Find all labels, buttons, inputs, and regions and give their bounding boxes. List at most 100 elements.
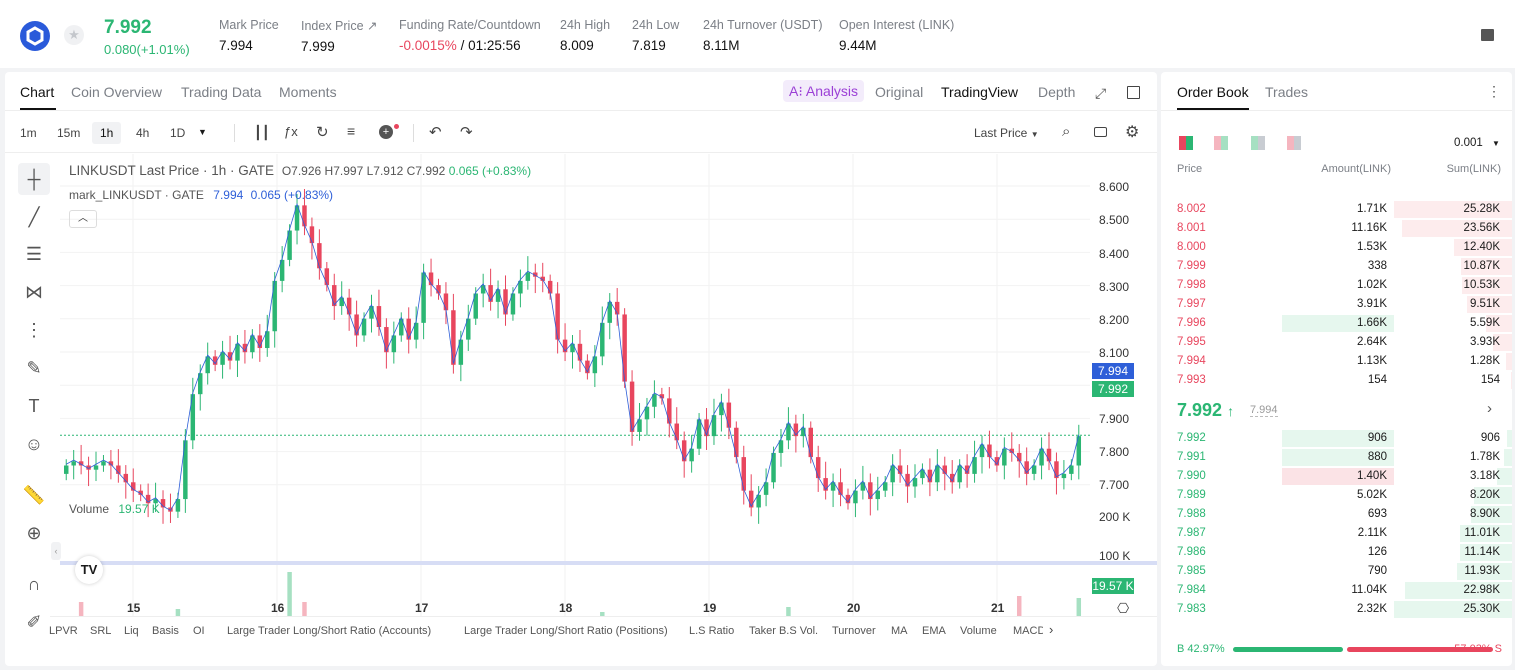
indicator-lpvr[interactable]: LPVR [49,625,78,637]
bid-row[interactable]: 7.984 11.04K 22.98K [1161,581,1512,600]
indicator-srl[interactable]: SRL [90,625,112,637]
bid-row[interactable]: 7.989 5.02K 8.20K [1161,486,1512,505]
price-type-select[interactable]: Last Price ▼ [974,126,1039,140]
pencil-lock-icon[interactable]: ✐ [26,612,42,632]
indicator-ema[interactable]: EMA [922,625,946,637]
indicator-ma[interactable]: MA [891,625,908,637]
indicator-macd[interactable]: MACD [1013,625,1043,637]
expand-icon[interactable]: ⤢ [1095,85,1107,101]
indicator-turnover[interactable]: Turnover [832,625,876,637]
pattern-icon[interactable]: ⋈ [25,282,43,302]
search-icon[interactable]: ⌕ [1062,123,1071,140]
tab-coin-overview[interactable]: Coin Overview [71,84,163,100]
indicator-ls-accounts[interactable]: Large Trader Long/Short Ratio (Accounts) [227,625,432,637]
view-bids-icon[interactable] [1251,136,1265,150]
interval-1h[interactable]: 1h [92,122,122,144]
ask-row[interactable]: 8.002 1.71K 25.28K [1161,200,1512,219]
ruler-icon[interactable]: 📏 [22,485,46,505]
ask-row[interactable]: 7.999 338 10.87K [1161,257,1512,276]
axis-settings-icon[interactable]: ⎔ [1117,600,1130,616]
tab-tradingview[interactable]: TradingView [941,84,1019,100]
ask-row[interactable]: 7.998 1.02K 10.53K [1161,276,1512,295]
view-both-icon[interactable] [1179,136,1193,150]
scroll-right-icon[interactable]: › [1049,622,1054,637]
bid-row[interactable]: 7.988 693 8.90K [1161,505,1512,524]
mark-price-tag: 7.994 [1092,363,1134,379]
redo-icon[interactable]: ↷ [460,124,473,141]
indicators-icon[interactable]: ƒx [284,124,298,139]
camera-icon[interactable] [1094,127,1107,137]
indicator-volume[interactable]: Volume [960,625,997,637]
candle-type-icon[interactable]: ┃┃ [254,125,270,140]
settings-gear-icon[interactable]: ⚙ [1125,124,1140,141]
indicator-oi[interactable]: OI [193,625,205,637]
magnet-icon[interactable]: ∩ [27,574,41,594]
window-icon[interactable] [1127,86,1140,99]
document-icon[interactable] [1481,29,1494,41]
candle-body [644,406,650,420]
emoji-icon[interactable]: ☺ [24,434,44,454]
interval-1m[interactable]: 1m [20,126,37,140]
indicator-basis[interactable]: Basis [152,625,179,637]
interval-4h[interactable]: 4h [136,126,150,140]
ask-row[interactable]: 7.993 154 154 [1161,371,1512,390]
fib-retracement-icon[interactable]: ⋮ [25,320,43,340]
sum-cell: 3.18K [1469,470,1500,482]
zoom-in-icon[interactable]: ⊕ [26,523,42,543]
candle-body [570,343,575,353]
tab-original[interactable]: Original [875,84,924,100]
text-tool-icon[interactable]: T [28,396,40,416]
amount-cell: 11.04K [1351,584,1387,596]
view-asks-icon[interactable] [1214,136,1228,150]
tab-trading-data[interactable]: Trading Data [181,84,262,100]
amount-cell: 2.32K [1356,603,1387,615]
indicator-taker-vol[interactable]: Taker B.S Vol. [749,625,819,637]
bid-row[interactable]: 7.991 880 1.78K [1161,448,1512,467]
view-asks-only-icon[interactable] [1287,136,1301,150]
indicator-ls-ratio[interactable]: L.S Ratio [689,625,735,637]
bid-row[interactable]: 7.987 2.11K 11.01K [1161,524,1512,543]
interval-1d[interactable]: 1D [170,126,186,140]
candle-body [897,465,903,474]
indicator-liq[interactable]: Liq [124,625,139,637]
ask-row[interactable]: 8.000 1.53K 12.40K [1161,238,1512,257]
tab-depth[interactable]: Depth [1038,84,1076,100]
more-options-icon[interactable]: ⋮ [1487,83,1501,99]
layout-list-icon[interactable]: ≡ [347,123,356,139]
ask-row[interactable]: 7.997 3.91K 9.51K [1161,295,1512,314]
ask-row[interactable]: 7.994 1.13K 1.28K [1161,352,1512,371]
bid-row[interactable]: 7.990 1.40K 3.18K [1161,467,1512,486]
horizontal-lines-icon[interactable]: ☰ [25,244,43,264]
bid-row[interactable]: 7.986 126 11.14K [1161,543,1512,562]
crosshair-icon[interactable]: ┼ [18,163,50,195]
favorite-star-icon[interactable]: ★ [64,25,84,45]
add-indicator-icon[interactable]: + [379,125,393,139]
chevron-right-icon[interactable]: › [1487,400,1492,417]
price-chart[interactable] [60,154,1157,616]
depth-bar [1474,487,1512,504]
tab-trades[interactable]: Trades [1265,84,1309,100]
precision-select[interactable]: 0.001 ▼ [1454,137,1500,149]
bid-row[interactable]: 7.992 906 906 [1161,429,1512,448]
bid-row[interactable]: 7.985 790 11.93K [1161,562,1512,581]
undo-icon[interactable]: ↶ [429,124,442,141]
collapse-toolbar-icon[interactable]: ‹ [51,542,61,560]
indicator-ls-positions[interactable]: Large Trader Long/Short Ratio (Positions… [464,625,668,637]
ask-row[interactable]: 8.001 11.16K 23.56K [1161,219,1512,238]
tab-order-book[interactable]: Order Book [1177,84,1249,100]
trend-line-icon[interactable]: ╱ [28,207,40,227]
ask-row[interactable]: 7.996 1.66K 5.59K [1161,314,1512,333]
candle-body [734,427,739,458]
bid-row[interactable]: 7.983 2.32K 25.30K [1161,600,1512,619]
tab-chart[interactable]: Chart [20,84,55,100]
interval-15m[interactable]: 15m [57,126,81,140]
tab-moments[interactable]: Moments [279,84,337,100]
interval-dropdown-icon[interactable]: ▼ [198,127,207,137]
collapse-legend-button[interactable]: ︿ [69,210,97,228]
candle-body [1016,452,1022,462]
ask-row[interactable]: 7.995 2.64K 3.93K [1161,333,1512,352]
ai-analysis-button[interactable]: A⁝ Analysis [783,80,865,102]
refresh-icon[interactable]: ↻ [316,124,329,141]
stat-index-price[interactable]: Index Price ↗ 7.999 [301,19,378,54]
brush-icon[interactable]: ✎ [26,358,42,378]
